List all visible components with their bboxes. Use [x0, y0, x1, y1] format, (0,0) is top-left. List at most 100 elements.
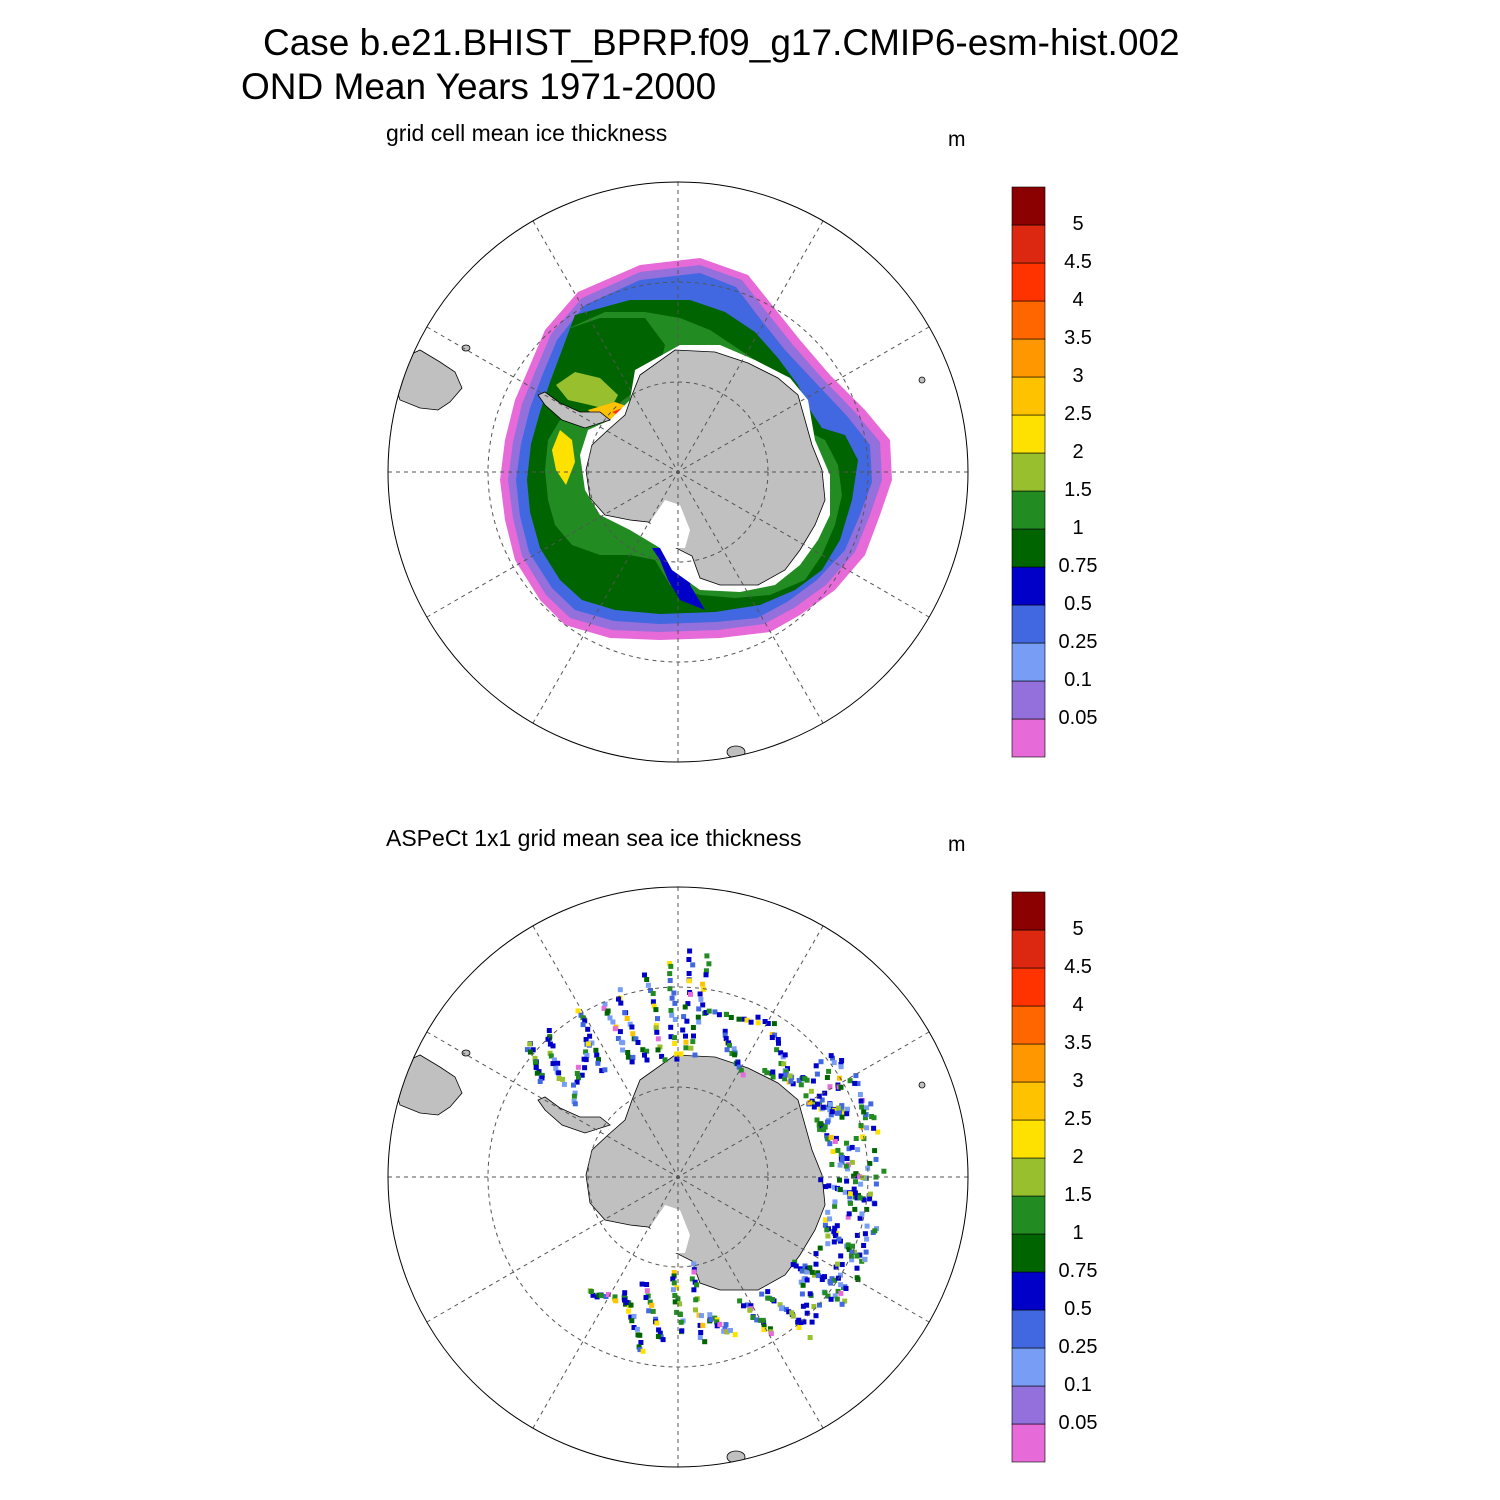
obs-cell	[677, 1301, 683, 1307]
obs-cell	[831, 1060, 837, 1066]
obs-cell	[765, 1289, 771, 1295]
obs-cell	[770, 1297, 775, 1302]
obs-cell	[617, 1029, 623, 1035]
colorbar-swatch	[1011, 1309, 1046, 1349]
obs-cell	[838, 1272, 843, 1278]
obs-cell	[837, 1075, 842, 1081]
obs-cell	[844, 1140, 849, 1146]
obs-cell	[644, 1057, 650, 1063]
obs-cell	[649, 1302, 655, 1308]
obs-cell	[852, 1080, 858, 1086]
obs-cell	[667, 978, 673, 983]
obs-cell	[631, 1325, 637, 1330]
obs-cell	[855, 1147, 861, 1153]
colorbar-tick-label: 0.25	[1058, 631, 1098, 653]
obs-cell	[800, 1303, 806, 1309]
obs-cell	[839, 1301, 845, 1307]
obs-cell	[545, 1036, 551, 1042]
obs-cell	[839, 1114, 845, 1120]
obs-cell	[537, 1079, 543, 1084]
obs-cell	[828, 1053, 834, 1059]
obs-cell	[668, 1008, 674, 1013]
obs-cell	[602, 1001, 608, 1007]
colorbar-swatch	[1011, 452, 1046, 492]
season-title: OND Mean Years 1971-2000	[241, 66, 717, 107]
obs-cell	[872, 1148, 878, 1154]
obs-cell	[818, 1177, 824, 1183]
obs-cell	[667, 961, 673, 966]
obs-cell	[612, 1026, 618, 1032]
obs-cell	[625, 1050, 631, 1055]
obs-cell	[810, 1078, 816, 1084]
obs-cell	[637, 1347, 643, 1353]
obs-cell	[823, 1184, 829, 1190]
obs-cell	[633, 1036, 639, 1042]
obs-cell	[548, 1053, 554, 1059]
obs-cell	[599, 1068, 605, 1074]
colorbar-swatch	[1011, 1005, 1046, 1045]
obs-cell	[828, 1296, 834, 1302]
obs-cell	[854, 1232, 860, 1238]
antarctic-peninsula-land-obs	[537, 1096, 611, 1134]
obs-cell	[822, 1124, 828, 1130]
obs-cell	[686, 978, 692, 984]
obs-cell	[644, 1048, 650, 1054]
colorbar-tick-label: 3.5	[1064, 1032, 1092, 1054]
obs-cell	[778, 1061, 784, 1066]
obs-cell	[704, 953, 710, 959]
obs-cell	[731, 1046, 737, 1052]
obs-cell	[748, 1303, 754, 1309]
obs-cell	[844, 1156, 850, 1161]
obs-cell	[851, 1186, 857, 1192]
colorbar-swatch	[1011, 566, 1046, 606]
obs-cell	[630, 1054, 636, 1060]
obs-cell	[835, 1261, 841, 1267]
obs-cell	[717, 1322, 723, 1328]
obs-cell	[583, 1049, 589, 1055]
colorbar-swatch	[1011, 1347, 1046, 1387]
obs-cell	[838, 1290, 844, 1296]
obs-cell	[821, 1127, 827, 1133]
obs-cell	[581, 1056, 587, 1062]
antarctica-land	[585, 349, 826, 586]
obs-cell	[831, 1184, 837, 1190]
obs-cell	[593, 1047, 599, 1053]
colorbar-tick-label: 4.5	[1064, 956, 1092, 978]
obs-cell	[809, 1319, 815, 1325]
obs-cell	[836, 1236, 842, 1242]
obs-cell	[618, 1039, 624, 1045]
obs-cell	[727, 1042, 732, 1048]
obs-cell	[683, 1045, 689, 1051]
obs-cell	[659, 1053, 665, 1059]
colorbar-tick-label: 2.5	[1064, 1108, 1092, 1130]
obs-cell	[617, 987, 623, 993]
obs-cell	[530, 1047, 536, 1053]
obs-cell	[690, 962, 696, 968]
obs-cell	[809, 1269, 815, 1275]
obs-cell	[707, 1312, 713, 1318]
obs-cell	[574, 1070, 580, 1076]
obs-cell	[644, 1282, 650, 1287]
obs-cell	[825, 1209, 831, 1215]
obs-cell	[833, 1264, 839, 1270]
obs-cell	[872, 1201, 878, 1207]
colorbar-tick-label: 0.05	[1058, 707, 1098, 729]
obs-cell	[848, 1200, 853, 1206]
colorbar-tick-label: 5	[1072, 918, 1084, 940]
colorbar-swatch	[1011, 718, 1046, 758]
obs-cell	[580, 1015, 586, 1021]
obs-cell	[832, 1277, 838, 1283]
obs-cell	[857, 1092, 863, 1097]
obs-cell	[807, 1265, 813, 1271]
obs-cell	[624, 1016, 630, 1021]
obs-cell	[811, 1304, 817, 1309]
obs-cell	[864, 1206, 870, 1212]
obs-cell	[670, 1276, 676, 1282]
obs-cell	[697, 1335, 703, 1340]
obs-cell	[576, 1075, 581, 1081]
obs-cell	[814, 1117, 820, 1123]
obs-cell	[831, 1229, 837, 1235]
colorbar-swatch	[1011, 891, 1046, 931]
island-kerguelen	[918, 376, 926, 384]
obs-cell	[683, 1039, 689, 1045]
